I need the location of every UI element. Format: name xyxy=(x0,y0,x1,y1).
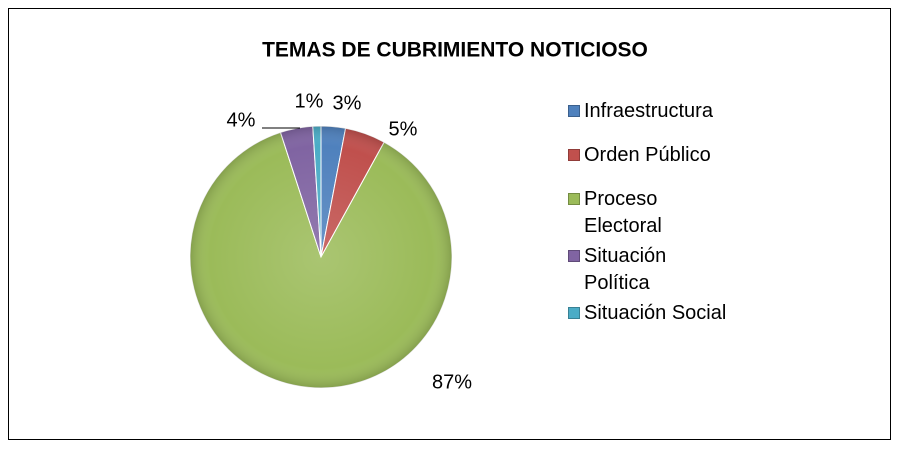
legend-item: Situación Social xyxy=(568,300,726,327)
legend-item: Situación Política xyxy=(568,243,726,297)
legend-item: Proceso Electoral xyxy=(568,186,726,240)
data-label: 3% xyxy=(333,92,362,114)
chart-title: TEMAS DE CUBRIMIENTO NOTICIOSO xyxy=(262,39,648,62)
legend-swatch xyxy=(568,307,580,319)
data-label: 4% xyxy=(227,109,256,131)
legend: Infraestructura Orden Público Proceso Elec… xyxy=(568,98,726,344)
legend-swatch xyxy=(568,105,580,117)
legend-item: Orden Público xyxy=(568,142,726,169)
legend-item: Infraestructura xyxy=(568,98,726,125)
legend-swatch xyxy=(568,250,580,262)
data-label: 5% xyxy=(389,118,418,140)
legend-swatch xyxy=(568,193,580,205)
legend-label: Proceso Electoral xyxy=(584,188,662,237)
data-label: 1% xyxy=(295,90,324,112)
legend-label: Situación Social xyxy=(584,302,727,324)
legend-label: Orden Público xyxy=(584,144,711,166)
legend-swatch xyxy=(568,149,580,161)
legend-label: Situación Política xyxy=(584,245,667,294)
data-label: 87% xyxy=(432,371,472,393)
legend-label: Infraestructura xyxy=(584,100,713,122)
